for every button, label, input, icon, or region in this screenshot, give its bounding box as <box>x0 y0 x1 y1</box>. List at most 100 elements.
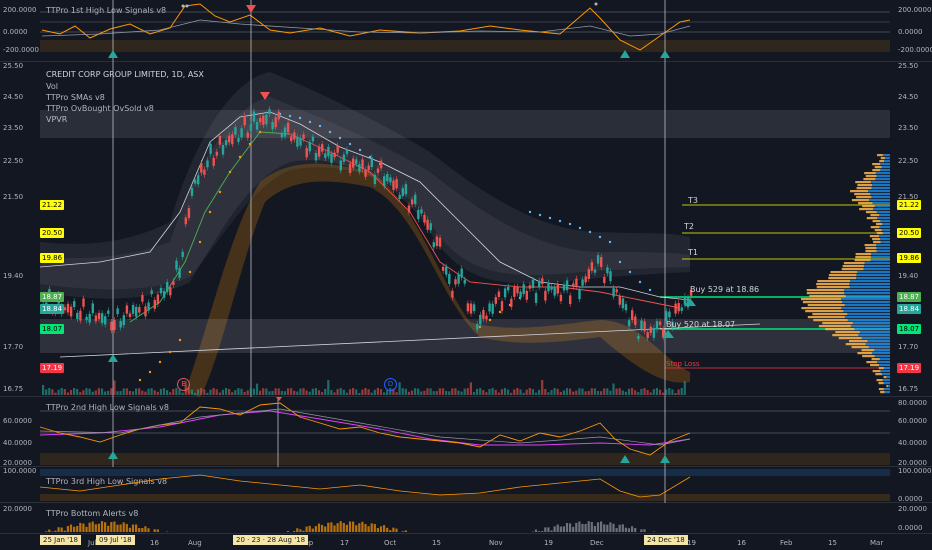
vpvr-bar-up <box>879 364 890 367</box>
volume-bar <box>500 389 503 395</box>
alert-bar <box>305 526 308 532</box>
vpvr-bar-down <box>845 343 866 346</box>
vpvr-bar-down <box>879 160 885 163</box>
alert-bar <box>135 524 138 532</box>
volume-bar <box>209 389 212 395</box>
volume-bar <box>215 389 218 395</box>
volume-bar <box>268 391 271 395</box>
axis-r-top-2: -200.0000 <box>898 46 932 54</box>
axis-r-main-3: 22.50 <box>898 157 919 165</box>
xtick-jul: Jul <box>88 539 97 547</box>
candle-body <box>110 321 113 331</box>
alert-bar <box>94 524 97 532</box>
alert-bar <box>299 529 302 532</box>
volume-bar <box>482 390 485 395</box>
volume-bar <box>45 389 48 395</box>
alert-bar <box>317 523 321 532</box>
candle-body <box>212 157 215 166</box>
volume-bar <box>457 390 460 395</box>
pane-3rd-signals[interactable]: TTPro 3rd High Low Signals v8 100.0000 1… <box>0 467 932 503</box>
volume-bar <box>556 388 559 395</box>
alert-bar <box>624 527 627 532</box>
candle-body <box>426 219 429 230</box>
pane-bottom-alerts[interactable]: TTPro Bottom Alerts v8 20.0000 20.0000 0… <box>0 503 932 534</box>
alert-bar <box>556 524 559 532</box>
volume-bar <box>414 388 417 395</box>
pane-1st-signals[interactable]: TTPro 1st High Low Signals v8 200.0000 0… <box>0 0 932 62</box>
volume-bar <box>336 389 339 395</box>
time-axis[interactable]: Jul 16 Aug Sep 17 Oct 15 Nov 19 Dec 19 1… <box>0 534 932 550</box>
candle-body <box>330 153 333 163</box>
volume-bar <box>410 390 414 395</box>
volume-bar <box>60 388 63 395</box>
candle-body <box>128 313 132 317</box>
pane-2nd-signals[interactable]: TTPro 2nd High Low Signals v8 60.0000 40… <box>0 397 932 467</box>
vpvr-bar-down <box>870 364 880 367</box>
badge-l-20-50: 20.50 <box>40 228 65 238</box>
vpvr-bar-up <box>874 205 890 208</box>
alert-bar <box>48 529 51 532</box>
volume-bar <box>472 391 476 395</box>
volume-bar <box>79 392 82 395</box>
volume-bar <box>600 391 603 395</box>
volume-bar <box>494 389 497 395</box>
alert-bar <box>100 521 104 532</box>
vpvr-bar-down <box>870 214 880 217</box>
volume-bar <box>262 388 265 395</box>
candle-body <box>680 307 683 311</box>
vpvr-bar-down <box>816 286 850 289</box>
alert-bar <box>113 521 116 532</box>
candle-body <box>556 283 559 294</box>
study-vol[interactable]: Vol <box>46 82 58 91</box>
candle-body <box>342 154 346 162</box>
candle-body <box>215 151 218 156</box>
vpvr-bar-up <box>870 259 890 262</box>
alert-bar <box>293 531 296 532</box>
candle-body <box>193 179 197 184</box>
volume-bar <box>48 388 51 395</box>
candle-body <box>395 179 398 189</box>
vpvr-bar-up <box>850 325 890 328</box>
candle-body <box>531 279 535 288</box>
study-vpvr[interactable]: VPVR <box>46 115 68 124</box>
alert-bar <box>355 525 358 532</box>
vpvr-bar-up <box>883 367 890 370</box>
xtick-16: 16 <box>150 539 159 547</box>
volume-bar <box>578 388 581 395</box>
candle-body <box>76 312 79 320</box>
volume-bar <box>531 389 534 395</box>
volume-bar <box>224 388 228 395</box>
volume-bar <box>460 391 463 395</box>
dividend-event-icon[interactable]: D <box>384 378 397 391</box>
axis-r-2nd-1: 60.0000 <box>898 417 927 425</box>
volume-bar <box>94 390 97 395</box>
volume-bar <box>54 392 57 395</box>
alert-bar <box>401 531 404 532</box>
pane-main-chart[interactable]: CREDIT CORP GROUP LIMITED, 1D, ASX Vol T… <box>0 62 932 397</box>
volume-bar <box>327 380 330 395</box>
axis-l-2nd-1: 60.0000 <box>3 417 32 425</box>
axis-l-main-3: 22.50 <box>3 157 24 165</box>
earnings-event-icon[interactable]: E <box>177 378 190 391</box>
alert-bar <box>364 524 367 532</box>
study-smas[interactable]: TTPro SMAs v8 <box>46 93 105 102</box>
axis-l-top-1: 0.0000 <box>3 28 28 36</box>
alert-bar <box>379 526 383 532</box>
volume-bar <box>203 389 206 395</box>
candle-body <box>333 152 336 158</box>
volume-bar <box>153 390 156 395</box>
vpvr-bar-down <box>854 193 871 196</box>
study-obos[interactable]: TTPro OvBought OvSold v8 <box>46 104 154 113</box>
date-badge-09jul: 09 Jul '18 <box>96 535 135 545</box>
axis-r-top-1: 0.0000 <box>898 28 923 36</box>
alert-bar <box>612 523 615 532</box>
volume-bar <box>66 392 69 395</box>
volume-bar <box>538 389 541 395</box>
vpvr-bar-down <box>855 181 871 184</box>
vpvr-bar-up <box>875 172 890 175</box>
candle-body <box>141 295 144 302</box>
badge-l-21-22: 21.22 <box>40 200 65 210</box>
candle-body <box>662 328 665 338</box>
volume-bar <box>342 389 345 395</box>
axis-r-main-4: 21.50 <box>898 193 919 201</box>
